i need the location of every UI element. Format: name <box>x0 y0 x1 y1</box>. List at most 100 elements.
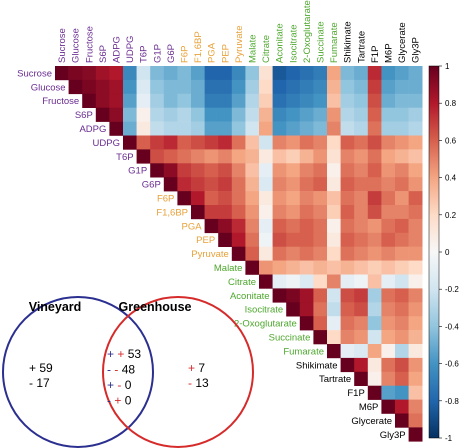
heatmap-cell-5-26 <box>408 135 423 150</box>
heatmap-cell-13-17 <box>286 246 301 261</box>
heatmap-cell-6-14 <box>245 149 260 164</box>
heatmap-cell-3-6 <box>136 107 151 122</box>
heatmap-cell-3-10 <box>191 107 205 122</box>
heatmap-cell-13-22 <box>354 246 369 261</box>
heatmap-cell-7-7 <box>150 163 165 178</box>
heatmap-cell-11-24 <box>381 218 396 234</box>
heatmap-cell-0-3 <box>95 66 110 81</box>
heatmap-cell-17-23 <box>367 302 382 317</box>
heatmap-cell-14-19 <box>313 260 328 275</box>
heatmap-cell-19-19 <box>313 330 328 345</box>
heatmap-cell-6-24 <box>381 149 396 164</box>
heatmap-cell-5-11 <box>204 135 219 150</box>
heatmap-cell-5-17 <box>286 135 301 150</box>
column-label-1: Glucose <box>71 28 82 63</box>
heatmap-cell-5-13 <box>231 135 246 150</box>
heatmap-cell-11-23 <box>367 218 382 234</box>
colorbar-tick-label-7: -0.4 <box>445 322 459 331</box>
row-label-5: UDPG <box>93 138 120 149</box>
heatmap-cell-12-14 <box>245 232 260 247</box>
heatmap-cell-26-26 <box>408 427 423 442</box>
heatmap-cell-17-26 <box>408 302 423 317</box>
heatmap-cell-1-2 <box>82 79 97 95</box>
heatmap-cell-11-21 <box>340 218 355 234</box>
heatmap-cell-10-13 <box>231 205 246 220</box>
heatmap-cell-15-19 <box>313 274 328 289</box>
heatmap-cell-15-25 <box>395 274 409 289</box>
column-label-11: PGA <box>207 42 218 63</box>
heatmap-cell-5-25 <box>395 135 409 150</box>
heatmap-cell-14-23 <box>367 260 382 275</box>
heatmap-cell-7-22 <box>354 163 369 178</box>
colorbar-tick-label-4: 0.2 <box>445 211 457 220</box>
heatmap-cell-21-25 <box>395 357 409 373</box>
heatmap-cell-9-25 <box>395 191 409 206</box>
heatmap-cell-12-17 <box>286 232 301 247</box>
heatmap-cell-8-24 <box>381 177 396 192</box>
heatmap-cell-9-19 <box>313 191 328 206</box>
heatmap-cell-4-7 <box>150 121 165 136</box>
heatmap-cell-13-15 <box>259 246 273 261</box>
column-label-18: 2-Oxoglutarate <box>302 0 313 63</box>
heatmap-cell-7-11 <box>204 163 219 178</box>
heatmap-cell-10-23 <box>367 205 382 220</box>
heatmap-cell-8-13 <box>231 177 246 192</box>
heatmap-cell-16-19 <box>313 288 328 303</box>
heatmap-cell-12-15 <box>259 232 273 247</box>
heatmap-cell-8-21 <box>340 177 355 192</box>
column-label-14: Malate <box>248 34 259 63</box>
heatmap-cell-1-14 <box>245 79 260 95</box>
heatmap-cell-15-21 <box>340 274 355 289</box>
heatmap-cell-12-22 <box>354 232 369 247</box>
heatmap-cell-11-14 <box>245 218 260 234</box>
heatmap-cell-3-18 <box>299 107 314 122</box>
heatmap-cell-3-26 <box>408 107 423 122</box>
heatmap-cell-22-26 <box>408 371 423 386</box>
heatmap-cell-17-20 <box>327 302 341 317</box>
heatmap-cell-15-15 <box>259 274 273 289</box>
heatmap-cell-20-21 <box>340 344 355 359</box>
heatmap-cell-19-24 <box>381 330 396 345</box>
heatmap-cell-7-25 <box>395 163 409 178</box>
colorbar-tick-label-0: 1 <box>445 62 450 71</box>
heatmap-cell-6-8 <box>163 149 178 164</box>
heatmap-cell-17-21 <box>340 302 355 317</box>
heatmap-cell-12-19 <box>313 232 328 247</box>
heatmap-cell-22-23 <box>367 371 382 386</box>
heatmap-cell-1-26 <box>408 79 423 95</box>
row-label-4: ADPG <box>79 124 106 135</box>
heatmap-cell-7-14 <box>245 163 260 178</box>
heatmap-cell-11-25 <box>395 218 409 234</box>
heatmap-cell-1-20 <box>327 79 341 95</box>
colorbar: 1 0.8 0.6 0.4 0.2 0 -0.2 -0.4 -0.6 -0.8 -1 <box>428 62 459 443</box>
heatmap-cell-4-23 <box>367 121 382 136</box>
column-label-24: M6P <box>384 43 395 63</box>
heatmap-cell-15-17 <box>286 274 301 289</box>
heatmap-cell-3-25 <box>395 107 409 122</box>
heatmap-cell-13-26 <box>408 246 423 261</box>
heatmap-cell-4-26 <box>408 121 423 136</box>
heatmap-cell-9-14 <box>245 191 260 206</box>
heatmap-cell-0-18 <box>299 66 314 81</box>
heatmap-cell-12-24 <box>381 232 396 247</box>
heatmap-cell-17-25 <box>395 302 409 317</box>
heatmap-cell-8-20 <box>327 177 341 192</box>
colorbar-tick-label-2: 0.6 <box>445 136 457 145</box>
heatmap-cell-16-23 <box>367 288 382 303</box>
heatmap-cell-10-17 <box>286 205 301 220</box>
row-label-6: T6P <box>116 152 133 163</box>
heatmap-cell-2-20 <box>327 93 341 108</box>
row-label-21: Shikimate <box>296 360 338 371</box>
heatmap-cell-8-9 <box>177 177 192 192</box>
heatmap-cell-9-23 <box>367 191 382 206</box>
column-label-26: Gly3P <box>411 37 422 63</box>
heatmap-cell-0-5 <box>123 66 137 81</box>
heatmap-cell-2-5 <box>123 93 137 108</box>
heatmap-cell-1-12 <box>218 79 233 95</box>
heatmap-cell-6-25 <box>395 149 409 164</box>
heatmap-cell-6-26 <box>408 149 423 164</box>
venn-count-vineyard-only-0: + 59 <box>29 361 53 375</box>
heatmap-cell-10-11 <box>204 205 219 220</box>
heatmap-cell-16-21 <box>340 288 355 303</box>
heatmap-cell-4-11 <box>204 121 219 136</box>
